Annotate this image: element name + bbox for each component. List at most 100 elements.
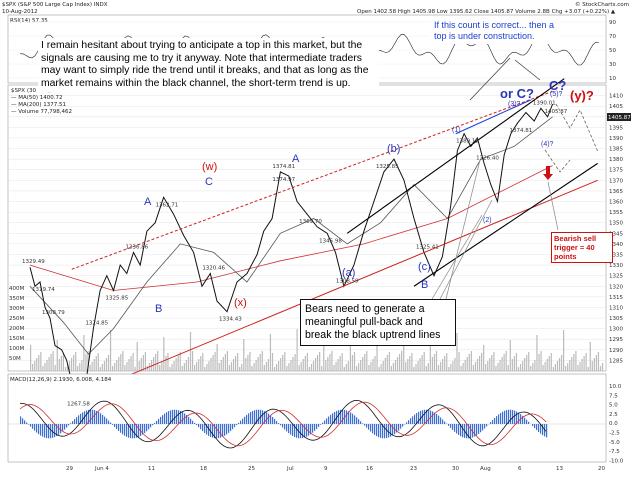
volume-bar	[530, 366, 532, 371]
macd-hist-bar	[234, 424, 236, 428]
bears-callout-line-3	[445, 159, 481, 300]
red-upper-trendline	[71, 90, 553, 270]
macd-hist-bar	[470, 424, 472, 439]
volume-bar	[204, 367, 206, 371]
price-tick: 1320	[609, 284, 623, 290]
macd-hist-bar	[434, 412, 436, 424]
volume-bar	[358, 363, 360, 371]
macd-hist-bar	[160, 416, 162, 424]
volume-bar	[251, 366, 253, 371]
macd-hist-bar	[418, 411, 420, 424]
volume-bar	[601, 363, 604, 371]
volume-bar	[306, 353, 308, 371]
wave-label-A2: A	[292, 153, 300, 165]
price-tick: 1290	[609, 348, 623, 354]
macd-hist-bar	[350, 412, 352, 424]
macd-hist-bar	[536, 424, 538, 431]
wave-label-4: (4)?	[541, 141, 554, 148]
volume-bar	[105, 358, 108, 371]
macd-hist-bar	[374, 424, 376, 435]
volume-bar	[591, 361, 593, 371]
macd-hist-bar	[60, 424, 62, 434]
volume-tick: 150M	[9, 336, 24, 342]
macd-hist-bar	[422, 410, 424, 424]
volume-bar	[573, 354, 575, 371]
macd-hist-bar	[134, 424, 136, 439]
volume-bar	[71, 358, 73, 371]
volume-bar	[109, 330, 112, 371]
macd-hist-bar	[360, 421, 362, 424]
volume-bar	[230, 362, 233, 371]
price-value-label: 1320.46	[202, 266, 225, 272]
macd-hist-bar	[278, 423, 280, 424]
macd-hist-bar	[416, 413, 418, 424]
macd-tick: 7.5	[609, 393, 618, 399]
macd-hist-bar	[386, 424, 388, 439]
macd-hist-bar	[436, 413, 438, 424]
volume-bar	[83, 335, 85, 371]
volume-bar	[214, 352, 216, 371]
volume-bar	[224, 354, 226, 371]
macd-hist-bar	[54, 424, 56, 438]
volume-tick: 400M	[9, 286, 24, 292]
volume-bar	[153, 357, 155, 371]
volume-bar	[325, 360, 327, 371]
volume-bar	[366, 351, 368, 371]
macd-hist-bar	[154, 423, 156, 424]
volume-tick: 250M	[9, 316, 24, 322]
volume-bar	[372, 359, 374, 371]
volume-bar	[470, 351, 472, 371]
volume-bar	[341, 353, 343, 371]
volume-bar	[360, 360, 362, 371]
volume-bar	[376, 331, 378, 371]
volume-bar	[290, 360, 292, 371]
chart-title: $SPX (S&P 500 Large Cap Index) INDX	[2, 2, 108, 8]
volume-bar	[114, 363, 116, 371]
volume-bar	[585, 353, 587, 371]
macd-hist-bar	[120, 424, 122, 433]
macd-hist-bar	[200, 424, 202, 430]
price-value-label: 1405.87	[545, 109, 568, 115]
macd-hist-bar	[174, 409, 176, 424]
volume-bar	[228, 365, 231, 371]
volume-bar	[429, 338, 431, 371]
wave-label-x: (x)	[234, 297, 247, 309]
volume-bar	[556, 361, 559, 371]
macd-hist-bar	[518, 412, 520, 424]
macd-hist-bar	[178, 410, 180, 424]
macd-hist-bar	[264, 411, 266, 424]
macd-tick: 0.0	[609, 421, 618, 427]
red-lower-trendline	[88, 179, 598, 393]
macd-hist-bar	[162, 415, 164, 424]
bears-callout-line-2	[439, 199, 493, 300]
volume-bar	[107, 355, 110, 371]
macd-hist-bar	[308, 424, 310, 436]
macd-hist-bar	[412, 416, 414, 424]
volume-bar	[593, 358, 595, 371]
macd-hist-bar	[382, 424, 384, 439]
macd-hist-bar	[322, 422, 324, 424]
macd-hist-bar	[212, 424, 214, 438]
volume-bar	[499, 360, 501, 371]
macd-hist-bar	[504, 410, 506, 424]
volume-bar	[577, 365, 579, 371]
volume-bar	[583, 356, 585, 371]
volume-bar	[493, 352, 495, 371]
volume-bar	[569, 360, 571, 371]
macd-line	[19, 399, 547, 449]
macd-hist-bar	[512, 410, 514, 424]
macd-hist-bar	[44, 424, 46, 438]
price-labels: 1329.49 1319.74 1308.79 1267.58 1324.85 1325.…	[22, 100, 568, 407]
volume-bar	[89, 365, 91, 371]
volume-bar	[292, 357, 294, 371]
volume-bar	[202, 353, 204, 371]
volume-bar	[308, 367, 310, 371]
macd-hist-bar	[498, 414, 500, 424]
volume-bar	[388, 352, 390, 371]
macd-hist-bar	[500, 412, 502, 424]
volume-bar	[87, 351, 89, 371]
volume-bar	[265, 362, 267, 371]
volume-bar	[273, 367, 276, 371]
macd-hist-bar	[42, 424, 44, 437]
price-tick: 1330	[609, 263, 623, 269]
